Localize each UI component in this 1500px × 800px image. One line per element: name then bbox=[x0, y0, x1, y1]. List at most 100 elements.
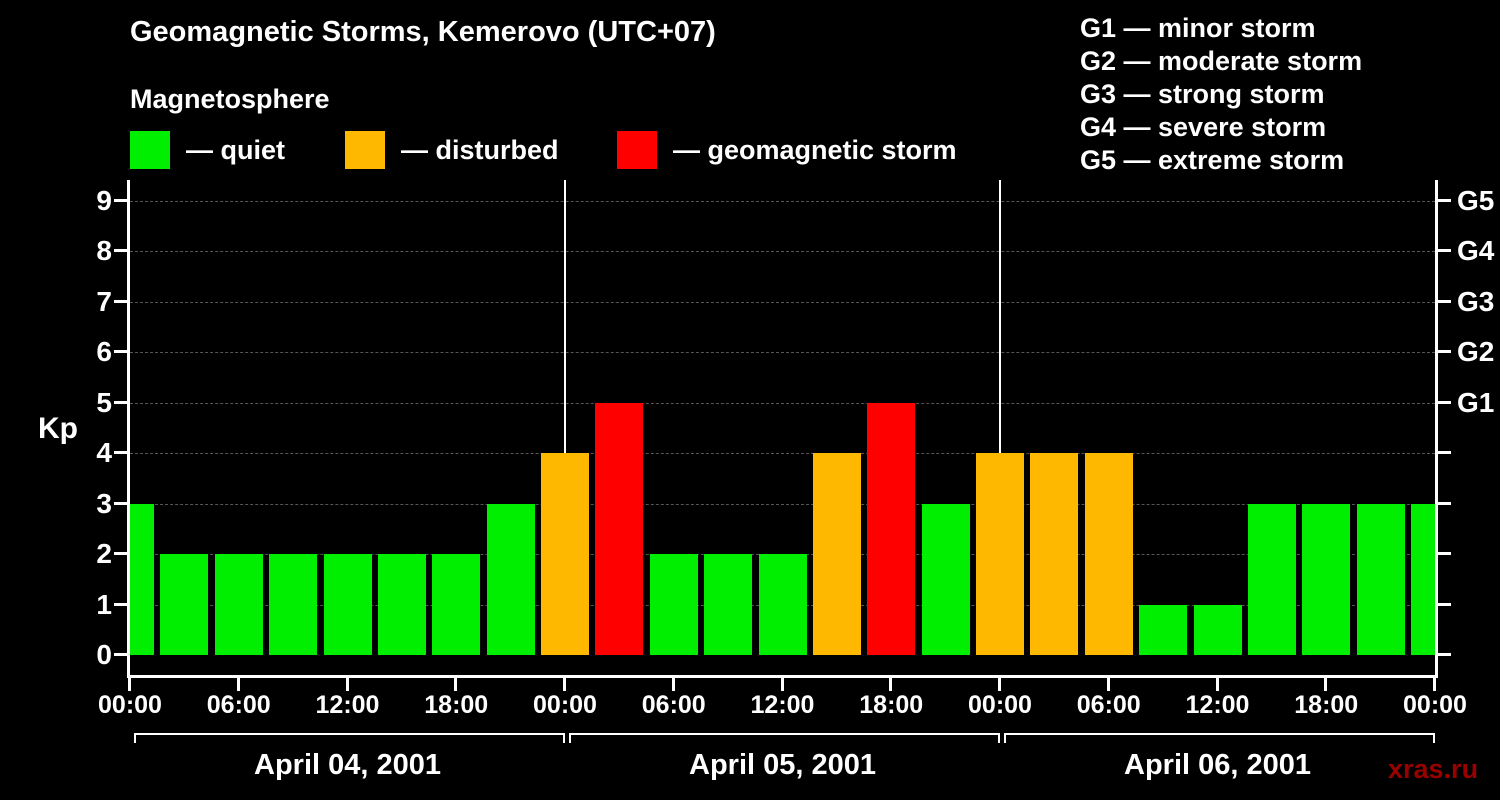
kp-bar bbox=[1030, 453, 1079, 655]
y-axis-tick bbox=[114, 249, 127, 252]
x-tick-label: 06:00 bbox=[641, 691, 706, 719]
x-tick-label: 18:00 bbox=[859, 691, 924, 719]
x-axis-tick bbox=[1324, 677, 1328, 691]
kp-bar bbox=[323, 554, 372, 655]
kp-bar bbox=[1302, 503, 1351, 655]
y-axis-tick-right bbox=[1438, 198, 1451, 202]
kp-bar bbox=[812, 453, 861, 655]
y-axis-tick-right bbox=[1438, 299, 1451, 303]
kp-bar bbox=[758, 554, 807, 655]
y-tick-label: 2 bbox=[96, 538, 112, 569]
plot-area: 0 1 2 3 4 5 6 7 8 9 G1 G2 G3 G4 G5 00:00 06:00 12:00 18:00… bbox=[96, 180, 1494, 780]
legend-item-quiet: — quiet bbox=[130, 130, 285, 170]
x-tick-label: 12:00 bbox=[1185, 691, 1250, 719]
g-legend-line-g2: G2 — moderate storm bbox=[1080, 46, 1363, 76]
x-axis-tick bbox=[780, 677, 784, 691]
y-axis-tick-right bbox=[1438, 653, 1451, 656]
x-axis-tick bbox=[345, 677, 349, 691]
right-axis-line bbox=[1435, 180, 1438, 678]
x-axis-tick bbox=[563, 677, 566, 691]
y-axis-tick-right bbox=[1438, 350, 1451, 353]
y-tick-label: 0 bbox=[96, 639, 112, 670]
kp-bar bbox=[921, 503, 970, 655]
legend-item-storm: — geomagnetic storm bbox=[617, 130, 957, 170]
x-tick-label: 18:00 bbox=[424, 691, 489, 719]
kp-bar bbox=[160, 554, 209, 655]
gridline bbox=[130, 200, 1435, 202]
gridline bbox=[130, 402, 1435, 404]
x-axis-tick bbox=[1106, 677, 1110, 691]
y-axis-tick-right bbox=[1438, 501, 1451, 505]
date-label: April 06, 2001 bbox=[1124, 749, 1311, 781]
x-tick-label: 00:00 bbox=[533, 691, 597, 719]
g-legend-line-g1: G1 — minor storm bbox=[1080, 13, 1316, 43]
g-tick-label: G4 bbox=[1457, 235, 1495, 266]
g-legend-line-g3: G3 — strong storm bbox=[1080, 79, 1325, 109]
gridline bbox=[130, 503, 1435, 505]
x-axis-tick bbox=[1215, 677, 1219, 691]
x-tick-label: 06:00 bbox=[206, 691, 271, 719]
y-axis-tick bbox=[114, 451, 127, 454]
day-separator-line bbox=[999, 180, 1001, 655]
kp-bar bbox=[595, 402, 644, 655]
y-axis-tick bbox=[114, 400, 127, 404]
x-tick-label: 12:00 bbox=[315, 691, 380, 719]
kp-bar bbox=[541, 453, 589, 655]
y-axis-tick-right bbox=[1438, 400, 1451, 404]
y-axis-tick bbox=[114, 653, 127, 656]
y-axis-tick-right bbox=[1438, 249, 1451, 252]
y-tick-label: 1 bbox=[96, 588, 112, 620]
y-tick-label: 6 bbox=[96, 336, 112, 367]
date-bracket bbox=[1004, 733, 1435, 743]
y-axis-tick-right bbox=[1438, 451, 1451, 454]
chart-subtitle: Magnetosphere bbox=[130, 84, 330, 114]
y-axis-line bbox=[127, 180, 130, 678]
g-tick-label: G2 bbox=[1457, 336, 1495, 367]
disturbed-color-swatch bbox=[345, 131, 385, 169]
x-axis-tick bbox=[128, 677, 131, 691]
gridline bbox=[130, 352, 1435, 353]
legend-label-storm: — geomagnetic storm bbox=[673, 134, 957, 165]
x-tick-label: 00:00 bbox=[968, 691, 1032, 719]
day-separator-line bbox=[564, 180, 566, 655]
kp-bar bbox=[867, 402, 916, 655]
kp-bar bbox=[214, 554, 263, 655]
kp-bar bbox=[1247, 503, 1296, 655]
y-tick-label: 4 bbox=[96, 437, 112, 468]
x-tick-label: 00:00 bbox=[98, 691, 162, 719]
x-axis-tick bbox=[236, 677, 240, 691]
x-axis-tick bbox=[671, 677, 675, 691]
kp-bar bbox=[649, 554, 698, 655]
g-legend-line-g4: G4 — severe storm bbox=[1080, 112, 1327, 142]
kp-bar bbox=[432, 554, 481, 655]
legend-item-disturbed: — disturbed bbox=[345, 130, 559, 170]
y-axis-tick bbox=[114, 198, 127, 202]
g-tick-label: G3 bbox=[1457, 285, 1495, 317]
y-axis-tick bbox=[114, 299, 127, 303]
g-tick-label: G1 bbox=[1457, 386, 1495, 418]
x-tick-label: 06:00 bbox=[1076, 691, 1141, 719]
kp-bar bbox=[1139, 604, 1188, 655]
gridline bbox=[130, 251, 1435, 252]
x-axis-tick bbox=[889, 677, 893, 691]
kp-bar bbox=[486, 503, 535, 655]
y-tick-label: 8 bbox=[96, 235, 112, 266]
date-label: April 04, 2001 bbox=[254, 749, 441, 781]
kp-bar bbox=[1411, 503, 1435, 655]
kp-bar bbox=[1193, 604, 1242, 655]
y-axis-tick bbox=[114, 501, 127, 505]
chart-title: Geomagnetic Storms, Kemerovo (UTC+07) bbox=[130, 16, 716, 48]
y-tick-label: 5 bbox=[96, 386, 112, 418]
y-tick-label: 7 bbox=[96, 285, 112, 317]
date-bracket bbox=[569, 733, 1000, 743]
legend-label-quiet: — quiet bbox=[186, 134, 285, 165]
y-axis-tick-right bbox=[1438, 602, 1451, 606]
y-axis-tick bbox=[114, 350, 127, 353]
x-tick-label: 00:00 bbox=[1403, 691, 1467, 719]
y-tick-label: 3 bbox=[96, 487, 112, 519]
quiet-color-swatch bbox=[130, 131, 170, 169]
storm-color-swatch bbox=[617, 131, 657, 169]
kp-bar bbox=[976, 453, 1024, 655]
date-label: April 05, 2001 bbox=[689, 749, 876, 781]
g-scale-legend: G1 — minor storm G2 — moderate storm G3 … bbox=[1080, 12, 1362, 177]
